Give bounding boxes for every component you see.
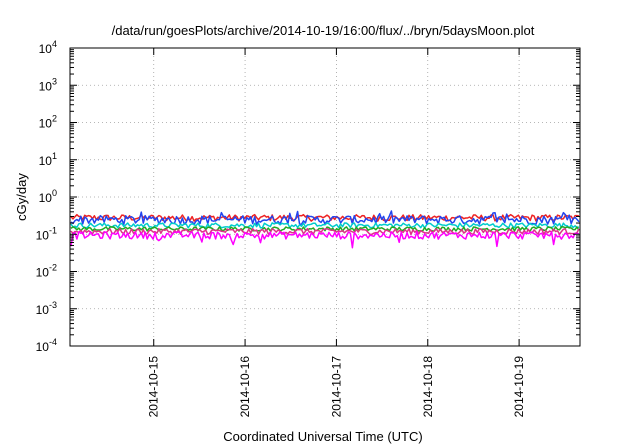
y-tick-base: 10 — [36, 303, 50, 317]
y-tick-label: 10-2 — [36, 263, 57, 280]
y-tick-base: 10 — [36, 228, 50, 242]
y-tick-label: 102 — [39, 114, 57, 131]
y-tick-base: 10 — [36, 266, 50, 280]
y-tick-label: 10-4 — [36, 337, 57, 354]
series-line-4 — [70, 226, 580, 232]
x-axis: 2014-10-15 2014-10-16 2014-10-17 2014-10-18… — [147, 48, 526, 417]
y-tick-label: 101 — [39, 151, 57, 168]
y-tick-exponent: -1 — [49, 225, 57, 235]
x-tick-label: 2014-10-18 — [421, 356, 435, 418]
y-tick-label: 104 — [39, 39, 57, 56]
y-tick-base: 10 — [36, 340, 50, 354]
series-line-2 — [70, 210, 580, 226]
y-tick-exponent: -2 — [49, 263, 57, 273]
y-tick-label: 10-3 — [36, 300, 57, 317]
y-tick-exponent: 4 — [52, 39, 57, 49]
y-tick-exponent: 1 — [52, 151, 57, 161]
x-axis-label: Coordinated Universal Time (UTC) — [223, 429, 422, 444]
y-tick-exponent: -4 — [49, 337, 57, 347]
y-tick-base: 10 — [39, 42, 53, 56]
y-tick-base: 10 — [39, 79, 53, 93]
y-axis-label: cGy/day — [14, 173, 29, 221]
y-tick-exponent: 3 — [52, 76, 57, 86]
series-group — [70, 210, 580, 249]
series-line-6 — [70, 231, 580, 249]
x-tick-label: 2014-10-19 — [512, 356, 526, 418]
x-tick-label: 2014-10-16 — [238, 356, 252, 418]
x-tick-label: 2014-10-17 — [329, 356, 343, 418]
series-line-3 — [70, 222, 580, 229]
y-tick-exponent: 2 — [52, 114, 57, 124]
y-tick-base: 10 — [39, 117, 53, 131]
y-tick-base: 10 — [39, 154, 53, 168]
y-tick-base: 10 — [39, 191, 53, 205]
y-tick-label: 103 — [39, 76, 57, 93]
chart-title: /data/run/goesPlots/archive/2014-10-19/1… — [112, 23, 535, 38]
y-tick-label: 100 — [39, 188, 57, 205]
x-tick-label: 2014-10-15 — [147, 356, 161, 418]
y-tick-exponent: -3 — [49, 300, 57, 310]
y-tick-label: 10-1 — [36, 225, 57, 242]
grid — [70, 48, 580, 346]
y-tick-exponent: 0 — [52, 188, 57, 198]
